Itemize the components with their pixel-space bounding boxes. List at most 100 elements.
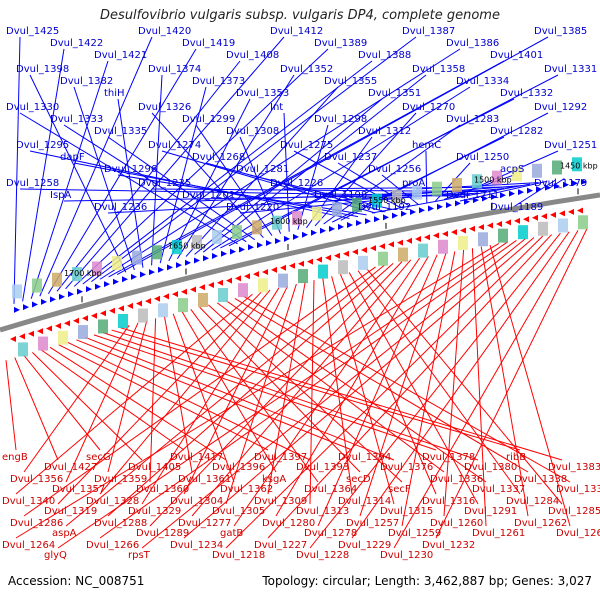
leader-line bbox=[107, 320, 148, 473]
gene-label: Dvul_1337 bbox=[472, 484, 525, 495]
gene-label: Dvul_1382 bbox=[60, 76, 113, 87]
shade-block bbox=[478, 232, 488, 247]
leader-line bbox=[309, 232, 561, 549]
gene-label: Dvul_1218 bbox=[212, 550, 265, 561]
gene-label: Dvul_1394 bbox=[338, 452, 391, 463]
gene-arrow bbox=[437, 203, 443, 210]
leader-line bbox=[190, 309, 319, 483]
gene-label: hemC bbox=[412, 140, 441, 151]
leader-line bbox=[359, 252, 447, 517]
leader-line bbox=[117, 174, 367, 216]
gene-arrow bbox=[563, 181, 569, 188]
gene-label: Dvul_1288 bbox=[94, 518, 147, 529]
gene-arrow bbox=[325, 254, 331, 261]
gene-label: Dvul_1201 bbox=[182, 190, 235, 201]
shade-block bbox=[452, 177, 462, 192]
shade-block bbox=[372, 193, 382, 208]
shade-block bbox=[292, 211, 302, 226]
gene-arrow bbox=[280, 264, 286, 271]
gene-label: gatB bbox=[220, 528, 243, 539]
leader-line bbox=[151, 112, 264, 238]
tick-label: 1550 kbp bbox=[368, 196, 406, 205]
gene-arrow bbox=[19, 333, 25, 340]
gene-label: Dvul_1263 bbox=[556, 528, 600, 539]
gene-arrow bbox=[329, 225, 335, 232]
gene-label: Dvul_1226 bbox=[270, 178, 323, 189]
leader-line bbox=[202, 74, 427, 253]
gene-label: Dvul_1232 bbox=[422, 540, 475, 551]
shade-block bbox=[278, 273, 288, 288]
gene-arrow bbox=[559, 210, 565, 217]
shade-block bbox=[378, 251, 388, 266]
gene-arrow bbox=[154, 295, 160, 302]
shade-block bbox=[58, 330, 68, 345]
tick-label: 1650 kbp bbox=[168, 242, 206, 251]
shade-block bbox=[32, 278, 42, 293]
leader-line bbox=[149, 318, 157, 483]
shade-block bbox=[572, 157, 582, 172]
gene-arrow bbox=[410, 209, 416, 216]
shade-block bbox=[198, 293, 208, 308]
gene-arrow bbox=[257, 242, 263, 249]
gene-arrow bbox=[455, 200, 461, 207]
gene-label: Dvul_1283 bbox=[446, 114, 499, 125]
gene-arrow bbox=[343, 250, 349, 257]
gene-label: Dvul_1316 bbox=[422, 496, 475, 507]
gene-arrow bbox=[248, 244, 254, 251]
gene-label: Dvul_1397 bbox=[254, 452, 307, 463]
gene-label: Dvul_1425 bbox=[6, 26, 59, 37]
leader-line bbox=[102, 332, 479, 461]
gene-label: Dvul_1237 bbox=[324, 152, 377, 163]
leader-line bbox=[191, 259, 412, 517]
gene-label: Dvul_1420 bbox=[138, 26, 191, 37]
gene-label: Dvul_1305 bbox=[212, 506, 265, 517]
leader-line bbox=[57, 241, 508, 549]
leader-line bbox=[339, 274, 437, 495]
leader-line bbox=[331, 276, 395, 505]
gene-label: Dvul_1250 bbox=[456, 152, 509, 163]
gene-label: Dvul_1230 bbox=[380, 550, 433, 561]
shade-block bbox=[518, 225, 528, 240]
gene-arrow bbox=[163, 293, 169, 300]
gene-arrow bbox=[356, 220, 362, 227]
gene-label: Dvul_1329 bbox=[128, 506, 181, 517]
gene-label: Dvul_1373 bbox=[192, 76, 245, 87]
gene-arrow bbox=[55, 322, 61, 329]
leader-line bbox=[267, 281, 306, 495]
gene-arrow bbox=[496, 220, 502, 227]
leader-line bbox=[15, 243, 500, 539]
gene-arrow bbox=[41, 298, 47, 305]
gene-label: Dvul_1227 bbox=[254, 540, 307, 551]
gene-arrow bbox=[446, 202, 452, 209]
leader-line bbox=[371, 183, 531, 214]
leader-line bbox=[99, 48, 461, 280]
shade-block bbox=[318, 264, 328, 279]
gene-arrow bbox=[352, 248, 358, 255]
leader-line bbox=[459, 180, 548, 202]
shade-block bbox=[298, 269, 308, 284]
shade-block bbox=[232, 225, 242, 240]
leader-line bbox=[29, 74, 127, 273]
tick-label: 1500 kbp bbox=[474, 176, 512, 185]
gene-arrow bbox=[361, 246, 367, 253]
leader-line bbox=[275, 256, 429, 517]
leader-line bbox=[14, 357, 59, 461]
gene-label: Dvul_1339 bbox=[556, 484, 600, 495]
gene-arrow bbox=[518, 189, 524, 196]
shade-block bbox=[558, 218, 568, 233]
gene-label: Dvul_1386 bbox=[446, 38, 499, 49]
gene-label: Dvul_1331 bbox=[544, 64, 597, 75]
gene-arrow bbox=[136, 300, 142, 307]
kbp-ticks: 1450 kbp 1500 kbp 1550 kbp 1600 kbp 1650 kbp… bbox=[64, 161, 598, 303]
gene-label: Dvul_1251 bbox=[544, 140, 597, 151]
leader-line bbox=[107, 136, 256, 241]
leader-line bbox=[149, 261, 403, 527]
gene-label: Dvul_1296 bbox=[104, 164, 157, 175]
gene-label: Dvul_1260 bbox=[430, 518, 483, 529]
gene-label: Dvul_1295 bbox=[16, 140, 69, 151]
gene-label: ksgA bbox=[262, 474, 286, 485]
gene-label: Dvul_1330 bbox=[6, 102, 59, 113]
gene-arrow bbox=[77, 288, 83, 295]
gene-label: dapF bbox=[60, 152, 85, 163]
gene-arrow bbox=[482, 195, 488, 202]
